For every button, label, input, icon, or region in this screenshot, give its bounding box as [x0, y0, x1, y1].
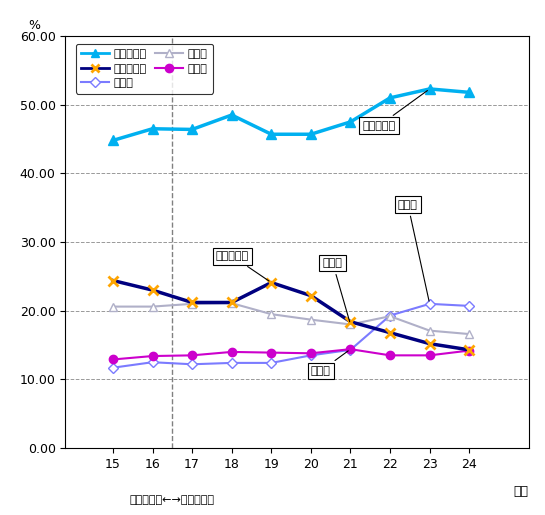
Text: %: % [28, 19, 40, 32]
Text: 人件費: 人件費 [323, 258, 350, 322]
Text: 年度: 年度 [513, 485, 529, 498]
Text: 投資的経費: 投資的経費 [216, 251, 269, 281]
Text: 義務的経費: 義務的経費 [362, 91, 427, 131]
Text: 旧浜松市　←→　新浜松市: 旧浜松市 ←→ 新浜松市 [130, 495, 215, 505]
Text: 公債費: 公債費 [311, 351, 348, 376]
Legend: 義務的経費, 投資的経費, 扶助費, 人件費, 公債費: 義務的経費, 投資的経費, 扶助費, 人件費, 公債費 [76, 44, 213, 94]
Text: 扶助費: 扶助費 [398, 200, 429, 301]
